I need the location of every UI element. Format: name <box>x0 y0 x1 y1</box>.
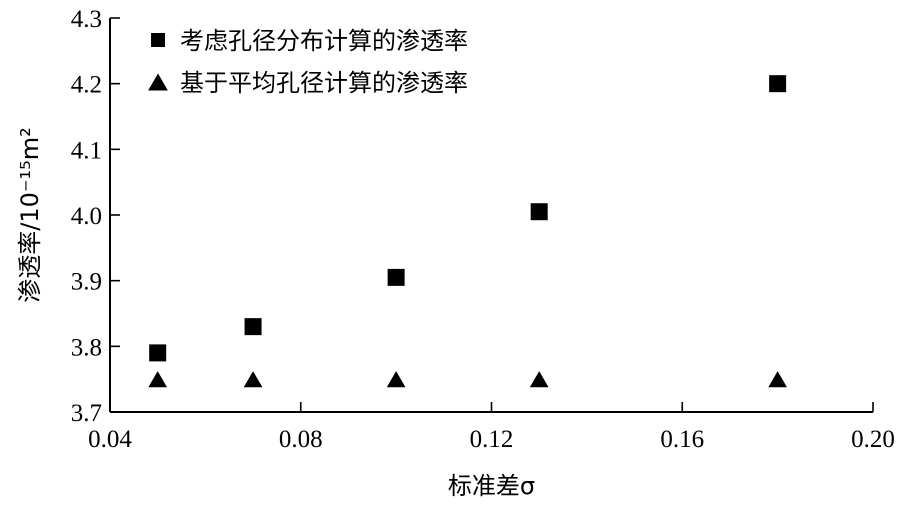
triangle-data-point <box>529 371 549 388</box>
y-tick-label: 3.8 <box>71 334 102 361</box>
tick-marks: 0.04 0.08 0.12 0.16 0.20 3.7 3.8 3.9 4.0 4.1 4.2 4.… <box>71 6 895 453</box>
legend-triangle-marker <box>148 73 168 91</box>
square-data-point <box>149 344 167 362</box>
legend-label: 基于平均孔径计算的渗透率 <box>180 69 468 97</box>
triangle-data-point <box>148 371 168 388</box>
legend-label: 考虑孔径分布计算的渗透率 <box>180 27 468 55</box>
x-tick-label: 0.20 <box>851 426 895 453</box>
data-points <box>148 75 787 388</box>
y-tick-label: 4.0 <box>71 203 102 230</box>
square-data-point <box>387 268 405 286</box>
x-tick-label: 0.08 <box>279 426 323 453</box>
legend-square-marker <box>151 33 165 47</box>
y-tick-label: 3.7 <box>71 400 102 427</box>
y-tick-label: 4.3 <box>71 6 102 33</box>
triangle-data-point <box>768 371 787 388</box>
x-tick-label: 0.04 <box>88 426 132 453</box>
y-tick-label: 3.9 <box>71 269 102 296</box>
square-data-point <box>769 75 787 93</box>
y-tick-label: 4.2 <box>71 72 102 99</box>
x-tick-label: 0.16 <box>660 426 704 453</box>
x-tick-label: 0.12 <box>470 426 514 453</box>
triangle-data-point <box>243 371 263 388</box>
x-axis-label: 标准差σ <box>448 472 535 500</box>
square-data-point <box>530 203 548 221</box>
square-data-point <box>244 318 262 336</box>
y-tick-label: 4.1 <box>71 137 102 164</box>
triangle-data-point <box>386 371 406 388</box>
y-axis-label: 渗透率/10⁻¹⁵m² <box>16 127 44 303</box>
